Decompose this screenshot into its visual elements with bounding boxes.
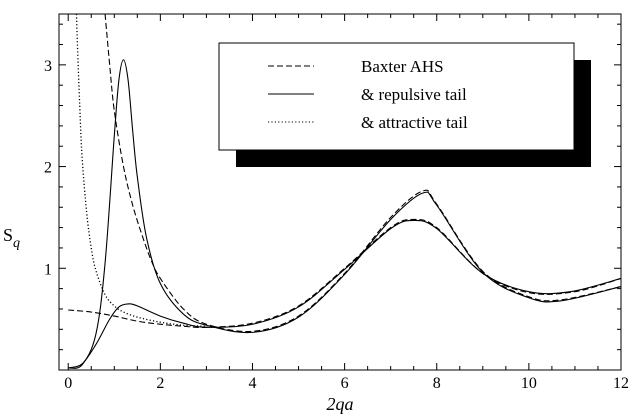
y-axis-label: Sq [3,225,20,251]
x-tick-label: 4 [248,375,256,392]
y-axis-label-sub: q [13,236,20,251]
x-tick-label: 6 [341,375,349,392]
legend-label: Baxter AHS [361,57,444,76]
y-axis-label-main: S [3,225,13,245]
x-tick-label: 12 [613,375,629,392]
x-axis-label: 2qa [327,394,354,414]
axis-ticks [59,14,622,370]
x-tick-label: 0 [64,375,72,392]
series-line-dotted-4 [75,14,207,327]
y-tick-label: 3 [44,58,52,75]
series-line-solid-3 [68,219,621,369]
legend-label: & repulsive tail [361,85,467,104]
x-tick-label: 2 [156,375,164,392]
y-tick-label: 2 [44,160,52,177]
series-layer [68,14,621,369]
x-tick-label: 10 [521,375,537,392]
series-line-dashed-1 [104,14,621,333]
legend: Baxter AHS & repulsive tail & attractive t… [218,42,591,167]
x-tick-label: 8 [433,375,441,392]
series-line-solid-2 [68,59,621,369]
plot-border [58,13,622,371]
plot-frame [58,13,622,371]
legend-items: Baxter AHS & repulsive tail & attractive t… [268,57,468,132]
legend-label: & attractive tail [361,113,468,132]
y-tick-label: 1 [44,261,52,278]
legend-box [218,42,575,151]
